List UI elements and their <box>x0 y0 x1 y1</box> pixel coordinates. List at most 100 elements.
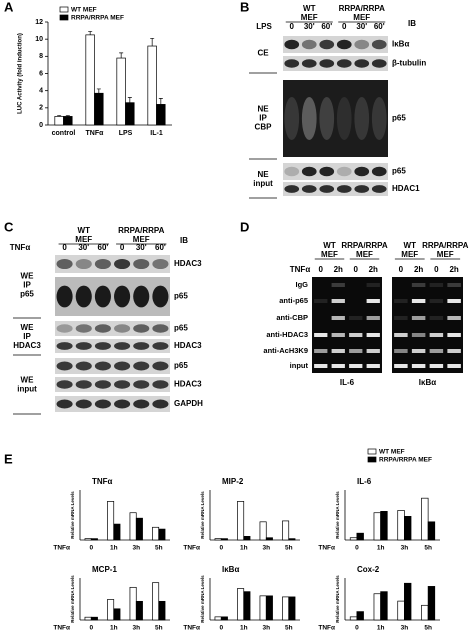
lane-label: 30' <box>304 22 315 31</box>
bar <box>243 591 251 621</box>
gel-band <box>366 364 380 368</box>
x-axis-label: TNFα <box>318 625 335 632</box>
blot-band <box>371 96 387 141</box>
blot-band <box>133 324 150 333</box>
gel-band <box>429 299 444 303</box>
blot-band <box>133 258 150 270</box>
x-tick-label: 1h <box>377 625 385 632</box>
gel-band <box>429 333 444 337</box>
blot-band <box>94 285 111 308</box>
bar <box>282 520 290 541</box>
gel <box>312 277 382 373</box>
blot-strip <box>55 277 170 316</box>
blot-band <box>354 166 370 177</box>
gel-band <box>349 333 363 337</box>
lane-label: 60' <box>155 243 166 252</box>
blot-band <box>284 39 300 50</box>
bar <box>116 57 126 126</box>
lane-label: 0 <box>319 265 324 274</box>
blot-band <box>56 380 73 389</box>
blot-band <box>336 166 352 177</box>
blot-band <box>114 324 131 333</box>
bar <box>265 537 273 541</box>
blot-band <box>336 59 352 68</box>
gel-band <box>411 283 426 287</box>
y-axis-label: Relative mRNA Levels <box>335 491 340 539</box>
gel-band <box>314 299 328 303</box>
lane-label: 0 <box>342 22 347 31</box>
lane-label: 0 <box>399 265 404 274</box>
legend-swatch <box>59 14 69 21</box>
bar <box>135 600 143 621</box>
blot-band <box>133 285 150 308</box>
gel-band <box>314 333 328 337</box>
blot-band <box>94 380 111 389</box>
blot-band <box>284 185 300 193</box>
error-bar <box>57 115 62 117</box>
y-axis-label: Relative mRNA Levels <box>70 575 75 623</box>
bar <box>113 608 121 621</box>
bar <box>380 591 388 621</box>
bar <box>349 537 358 541</box>
group-label: RRPA/RRPA <box>341 241 388 250</box>
section-label: WE <box>21 323 35 332</box>
legend-label: RRPA/RRPA MEF <box>379 457 432 464</box>
blot-band <box>354 59 370 68</box>
blot-band <box>75 361 92 371</box>
chart-title: Cox-2 <box>357 565 380 574</box>
bar <box>237 588 245 621</box>
gel-band <box>447 333 461 337</box>
error-bar <box>65 115 70 117</box>
blot-band <box>152 258 169 270</box>
x-tick-label: 3h <box>132 625 140 632</box>
x-axis-label: TNFα <box>318 545 335 552</box>
panel-label: C <box>4 219 14 234</box>
gel-band <box>447 316 461 320</box>
gel-band <box>366 283 380 287</box>
section-label: input <box>17 385 37 394</box>
bar <box>125 102 135 126</box>
blot-band <box>56 258 73 270</box>
bar <box>243 536 251 541</box>
bar <box>158 600 166 621</box>
blot-band <box>56 342 73 350</box>
blot-band <box>319 59 335 68</box>
x-axis-label: TNFα <box>183 625 200 632</box>
gel-band <box>331 299 345 303</box>
gel-band <box>411 364 426 368</box>
gel-band <box>429 283 444 287</box>
group-label: RRPA/RRPA <box>118 226 165 235</box>
lane-label: 30' <box>136 243 147 252</box>
blot-band <box>301 185 317 193</box>
x-tick-label: 5h <box>285 625 293 632</box>
bar <box>404 516 412 541</box>
bar <box>113 523 121 541</box>
bar <box>107 599 115 621</box>
blot-band <box>371 166 387 177</box>
bar <box>129 586 137 621</box>
x-tick-label: 0 <box>89 545 93 552</box>
group-label: WT <box>404 241 417 250</box>
lane-label: 2h <box>369 265 378 274</box>
bar <box>107 501 115 541</box>
row-label: input <box>290 361 309 370</box>
section-label: IP <box>23 281 31 290</box>
y-tick-label: 8 <box>39 53 43 60</box>
blot-band <box>75 324 92 333</box>
blot-band <box>319 39 335 50</box>
row-label: HDAC1 <box>392 184 420 193</box>
blot-band <box>319 185 335 193</box>
gel-band <box>349 316 363 320</box>
x-tick-label: 0 <box>355 545 359 552</box>
blot-band <box>354 39 370 50</box>
gel-band <box>366 333 380 337</box>
gel-band <box>447 349 461 353</box>
gel-band <box>394 349 408 353</box>
bar <box>427 521 436 541</box>
error-bar <box>127 97 132 103</box>
blot-band <box>114 285 131 308</box>
row-label: anti-HDAC3 <box>266 330 308 339</box>
blot-band <box>152 342 169 350</box>
chart-title: IκBα <box>222 565 239 574</box>
